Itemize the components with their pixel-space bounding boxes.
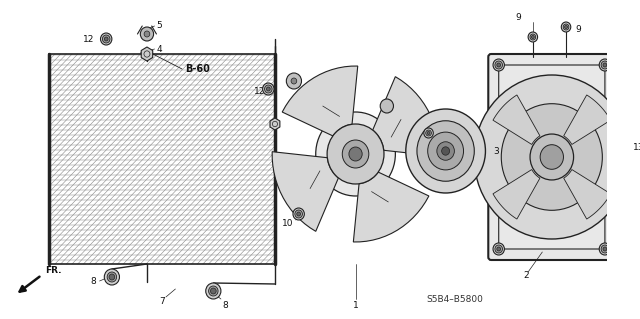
Polygon shape [564, 95, 611, 145]
Circle shape [530, 34, 536, 40]
Circle shape [144, 31, 150, 37]
Text: 8: 8 [223, 300, 228, 309]
Polygon shape [141, 47, 153, 61]
Circle shape [540, 145, 563, 169]
Text: 12: 12 [254, 86, 266, 95]
Text: 13: 13 [634, 143, 640, 152]
Circle shape [442, 147, 450, 155]
Circle shape [209, 286, 218, 296]
Text: 12: 12 [83, 34, 95, 43]
Circle shape [564, 26, 568, 28]
Circle shape [291, 78, 297, 84]
Circle shape [342, 140, 369, 168]
Circle shape [603, 63, 607, 67]
Circle shape [495, 245, 502, 253]
Circle shape [286, 73, 301, 89]
Text: 9: 9 [516, 13, 522, 23]
Circle shape [561, 22, 571, 32]
Polygon shape [372, 77, 439, 156]
Circle shape [437, 142, 454, 160]
Circle shape [428, 132, 463, 170]
Circle shape [211, 288, 216, 294]
Circle shape [102, 35, 110, 43]
Circle shape [493, 59, 504, 71]
Text: 5: 5 [156, 21, 162, 31]
Circle shape [109, 274, 115, 280]
Circle shape [295, 210, 303, 218]
Text: 8: 8 [90, 277, 96, 286]
Circle shape [497, 247, 500, 251]
Circle shape [264, 85, 272, 93]
Circle shape [493, 243, 504, 255]
Text: 7: 7 [159, 296, 165, 306]
Text: 6: 6 [317, 79, 323, 88]
Text: 3: 3 [493, 146, 499, 155]
Circle shape [528, 32, 538, 42]
Circle shape [601, 61, 609, 69]
Text: 10: 10 [282, 219, 294, 228]
Circle shape [205, 283, 221, 299]
Polygon shape [353, 172, 429, 242]
Circle shape [599, 243, 611, 255]
Polygon shape [270, 118, 280, 130]
Circle shape [530, 134, 573, 180]
Circle shape [327, 124, 384, 184]
Circle shape [623, 144, 628, 150]
Circle shape [297, 212, 301, 216]
Text: 4: 4 [156, 44, 162, 54]
FancyBboxPatch shape [488, 54, 615, 260]
Circle shape [104, 269, 120, 285]
Circle shape [107, 272, 116, 282]
Text: 2: 2 [524, 271, 529, 279]
Circle shape [316, 112, 396, 196]
Circle shape [140, 27, 154, 41]
Polygon shape [493, 95, 540, 145]
Text: 11: 11 [435, 120, 445, 129]
Circle shape [293, 208, 305, 220]
Circle shape [104, 37, 108, 41]
Circle shape [625, 145, 627, 149]
Circle shape [406, 109, 486, 193]
Circle shape [495, 61, 502, 69]
Circle shape [601, 245, 609, 253]
Polygon shape [272, 152, 339, 231]
Text: FR.: FR. [45, 266, 62, 275]
Circle shape [474, 75, 630, 239]
Circle shape [100, 33, 112, 45]
Circle shape [531, 35, 534, 39]
Circle shape [426, 130, 431, 136]
Circle shape [424, 128, 433, 138]
Circle shape [599, 59, 611, 71]
Text: B-60: B-60 [185, 64, 210, 74]
Circle shape [621, 142, 630, 152]
Text: 9: 9 [575, 26, 581, 34]
Text: 4: 4 [313, 105, 319, 114]
Circle shape [417, 121, 474, 181]
Bar [49, 54, 275, 264]
Circle shape [262, 83, 274, 95]
Circle shape [427, 131, 430, 135]
Polygon shape [282, 66, 358, 136]
Circle shape [497, 63, 500, 67]
Circle shape [349, 147, 362, 161]
Circle shape [603, 247, 607, 251]
Circle shape [266, 87, 270, 91]
Text: S5B4–B5800: S5B4–B5800 [427, 294, 484, 303]
Circle shape [501, 104, 602, 210]
Circle shape [380, 99, 394, 113]
Circle shape [563, 24, 569, 30]
Polygon shape [493, 170, 540, 219]
Polygon shape [564, 170, 611, 219]
Text: 1: 1 [353, 300, 358, 309]
